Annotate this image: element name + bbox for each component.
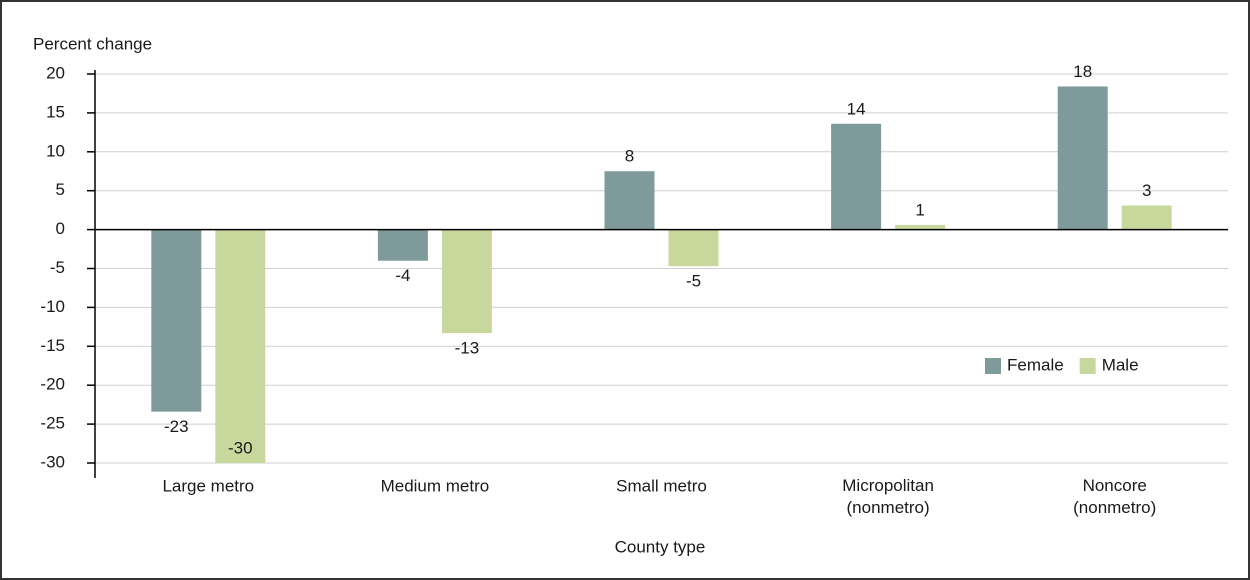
legend-swatch: [985, 358, 1001, 374]
bar: [215, 229, 266, 463]
value-label: -5: [686, 272, 701, 291]
y-tick-label: -25: [40, 414, 65, 433]
bar: [1121, 205, 1172, 230]
bar: [151, 229, 202, 412]
x-tick-label-line: Micropolitan: [842, 476, 934, 495]
value-label: -30: [228, 438, 253, 457]
value-label: -23: [164, 417, 189, 436]
value-label: 18: [1073, 62, 1092, 81]
x-tick-label-line: (nonmetro): [1073, 498, 1156, 517]
value-label: 3: [1142, 181, 1151, 200]
x-tick-label: Noncore (nonmetro): [1073, 476, 1156, 517]
bar: [895, 224, 946, 230]
legend-label: Female: [1007, 355, 1064, 374]
y-tick-label: 0: [56, 219, 65, 238]
y-tick-label: -20: [40, 375, 65, 394]
y-tick-label: -30: [40, 452, 65, 471]
bar: [668, 229, 719, 267]
value-label: -4: [395, 266, 410, 285]
y-tick-label: 10: [46, 141, 65, 160]
bar: [831, 123, 882, 230]
x-tick-label: Large metro: [162, 476, 254, 495]
value-label: 8: [625, 147, 634, 166]
value-label: 14: [847, 99, 866, 118]
value-label: 1: [915, 200, 924, 219]
x-axis-title: County type: [615, 537, 706, 556]
x-tick-label: Micropolitan (nonmetro): [842, 476, 934, 517]
legend-label: Male: [1102, 355, 1139, 374]
bar: [604, 171, 655, 230]
x-tick-label: Medium metro: [381, 476, 490, 495]
x-tick-label: Small metro: [616, 476, 707, 495]
bar: [1057, 86, 1108, 230]
y-tick-label: -10: [40, 297, 65, 316]
y-tick-label: -5: [50, 258, 65, 277]
x-tick-label-line: Noncore: [1083, 476, 1147, 495]
bar: [441, 229, 492, 334]
value-label: -13: [455, 339, 480, 358]
y-tick-label: 5: [56, 180, 65, 199]
y-tick-label: 20: [46, 63, 65, 82]
legend-swatch: [1079, 358, 1096, 374]
y-axis-title: Percent change: [33, 34, 152, 53]
y-tick-label: -15: [40, 336, 65, 355]
y-tick-label: 15: [46, 102, 65, 121]
bar: [377, 229, 428, 261]
x-tick-label-line: (nonmetro): [847, 498, 930, 517]
